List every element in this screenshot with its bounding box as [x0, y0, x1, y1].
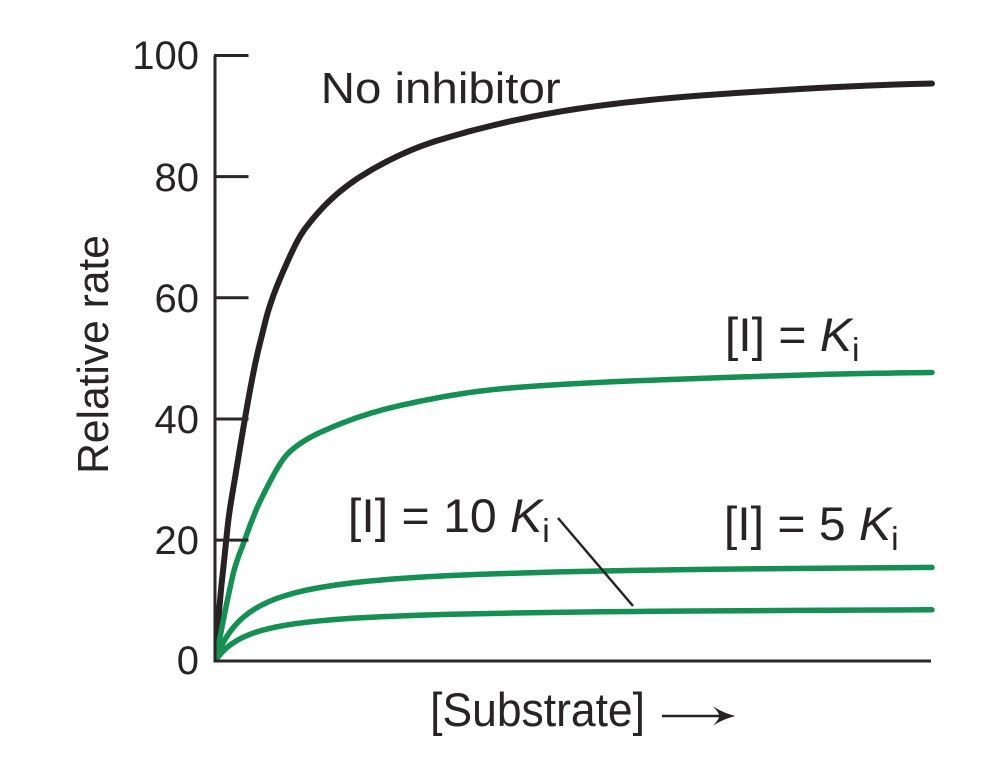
- svg-text:No inhibitor: No inhibitor: [321, 64, 561, 113]
- svg-text:100: 100: [132, 34, 199, 78]
- svg-text:Relative rate: Relative rate: [69, 235, 118, 474]
- svg-text:20: 20: [155, 519, 200, 563]
- svg-text:[I] = Ki: [I] = Ki: [725, 310, 860, 369]
- svg-text:0: 0: [177, 639, 199, 683]
- svg-text:[Substrate]: [Substrate]: [430, 684, 645, 736]
- svg-text:[I] = 5 Ki: [I] = 5 Ki: [724, 499, 899, 558]
- svg-text:40: 40: [155, 398, 200, 442]
- svg-text:[I] = 10 Ki: [I] = 10 Ki: [348, 491, 550, 550]
- svg-text:80: 80: [155, 156, 200, 200]
- svg-text:60: 60: [155, 277, 200, 321]
